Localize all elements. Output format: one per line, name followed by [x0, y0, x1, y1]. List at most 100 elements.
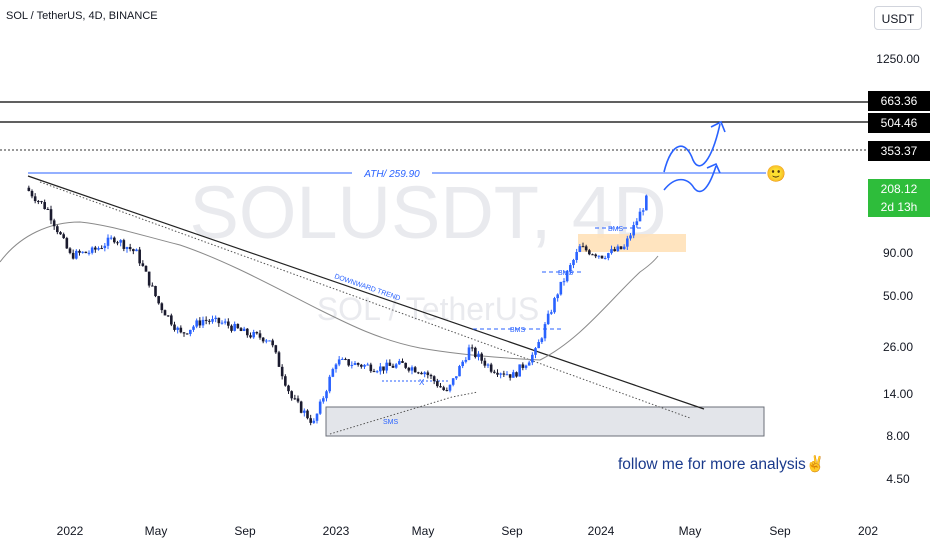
- projection-arrow-upper[interactable]: [663, 123, 721, 173]
- candlestick-series: [27, 185, 648, 426]
- candle-body: [451, 378, 455, 385]
- y-tick-90: 90.00: [883, 246, 913, 260]
- candle-body: [632, 225, 635, 236]
- candle-body: [540, 338, 544, 343]
- candle-body: [208, 320, 211, 322]
- x-axis[interactable]: 2022 May Sep 2023 May Sep 2024 May Sep 2…: [57, 524, 879, 538]
- candle-body: [448, 384, 452, 391]
- symbol-title[interactable]: SOL / TetherUS, 4D, BINANCE: [6, 10, 158, 22]
- x-tick-2023: 2023: [323, 524, 350, 538]
- candle-body: [445, 390, 449, 392]
- candle-body: [584, 246, 588, 251]
- candle-body: [40, 201, 43, 203]
- candle-body: [610, 249, 613, 254]
- candle-body: [489, 364, 493, 372]
- currency-selector[interactable]: USDT: [874, 6, 922, 30]
- candle-body: [578, 246, 582, 252]
- y-axis[interactable]: 1250.00 90.00 50.00 26.00 14.00 8.00 4.5…: [876, 52, 920, 486]
- projection-arrow-lower[interactable]: [663, 165, 717, 193]
- candle-body: [27, 187, 31, 191]
- candle-body: [33, 196, 37, 202]
- candle-body: [426, 372, 430, 376]
- candle-body: [318, 401, 322, 414]
- x-tick-may-2024: May: [679, 524, 702, 538]
- candle-body: [413, 367, 417, 373]
- candle-body: [103, 245, 107, 249]
- candle-body: [252, 332, 255, 338]
- candle-body: [201, 319, 205, 326]
- downward-trend-line[interactable]: [27, 175, 705, 410]
- x-tick-sep-2024: Sep: [769, 524, 791, 538]
- candle-body: [379, 366, 382, 372]
- candle-body: [391, 365, 395, 368]
- candle-body: [496, 372, 499, 375]
- candle-body: [68, 248, 72, 253]
- candle-body: [173, 324, 176, 330]
- candle-body: [347, 359, 350, 366]
- supply-zone[interactable]: [578, 234, 686, 252]
- candle-body: [420, 372, 423, 375]
- candle-body: [109, 237, 113, 239]
- candle-body: [394, 364, 398, 368]
- candle-body: [486, 364, 490, 366]
- candle-body: [619, 246, 623, 250]
- candle-body: [49, 209, 53, 221]
- candle-body: [160, 303, 164, 311]
- candle-body: [185, 333, 189, 335]
- candle-body: [255, 332, 259, 334]
- candle-body: [170, 315, 173, 325]
- candle-body: [176, 327, 179, 330]
- sms-line[interactable]: [329, 391, 479, 435]
- candle-body: [603, 257, 607, 259]
- candle-body: [455, 376, 458, 379]
- candle-body: [493, 371, 496, 373]
- candle-body: [477, 353, 480, 358]
- candle-body: [147, 271, 151, 286]
- candle-body: [423, 372, 426, 375]
- current-price-tag[interactable]: 208.12 2d 13h: [868, 179, 930, 217]
- candle-body: [616, 246, 620, 252]
- candle-body: [375, 371, 379, 373]
- price-tag-504[interactable]: 504.46: [868, 113, 930, 133]
- candle-body: [543, 324, 547, 339]
- candle-body: [461, 361, 464, 367]
- candle-body: [512, 372, 515, 378]
- candle-body: [572, 259, 575, 266]
- candle-body: [277, 352, 281, 367]
- candle-body: [483, 360, 487, 366]
- price-tag-353[interactable]: 353.37: [868, 141, 930, 161]
- demand-zone[interactable]: [325, 406, 765, 437]
- candle-body: [271, 340, 274, 346]
- candle-body: [407, 367, 411, 371]
- candle-body: [128, 247, 132, 250]
- candle-body: [166, 315, 170, 317]
- y-tick-14: 14.00: [883, 387, 913, 401]
- candle-body: [369, 364, 373, 372]
- candle-body: [309, 418, 312, 423]
- candle-body: [645, 195, 648, 211]
- candle-body: [527, 362, 531, 366]
- candle-body: [382, 366, 385, 371]
- candle-body: [559, 281, 563, 295]
- candle-body: [100, 248, 103, 250]
- candle-body: [508, 374, 512, 378]
- candle-body: [322, 398, 325, 402]
- candle-body: [562, 281, 566, 283]
- candle-body: [591, 254, 594, 256]
- candle-body: [398, 361, 401, 365]
- candle-body: [211, 318, 214, 322]
- y-tick-8: 8.00: [886, 429, 910, 443]
- candle-body: [432, 376, 436, 382]
- moving-average-line: [0, 221, 659, 361]
- candle-body: [363, 364, 366, 367]
- price-tag-663[interactable]: 663.36: [868, 91, 930, 111]
- candle-body: [372, 371, 376, 373]
- candle-body: [290, 391, 293, 399]
- candle-body: [249, 335, 252, 338]
- candle-body: [151, 285, 154, 287]
- candle-body: [179, 327, 183, 333]
- candle-body: [474, 347, 477, 358]
- x-tick-2022: 2022: [57, 524, 84, 538]
- candle-body: [303, 410, 306, 413]
